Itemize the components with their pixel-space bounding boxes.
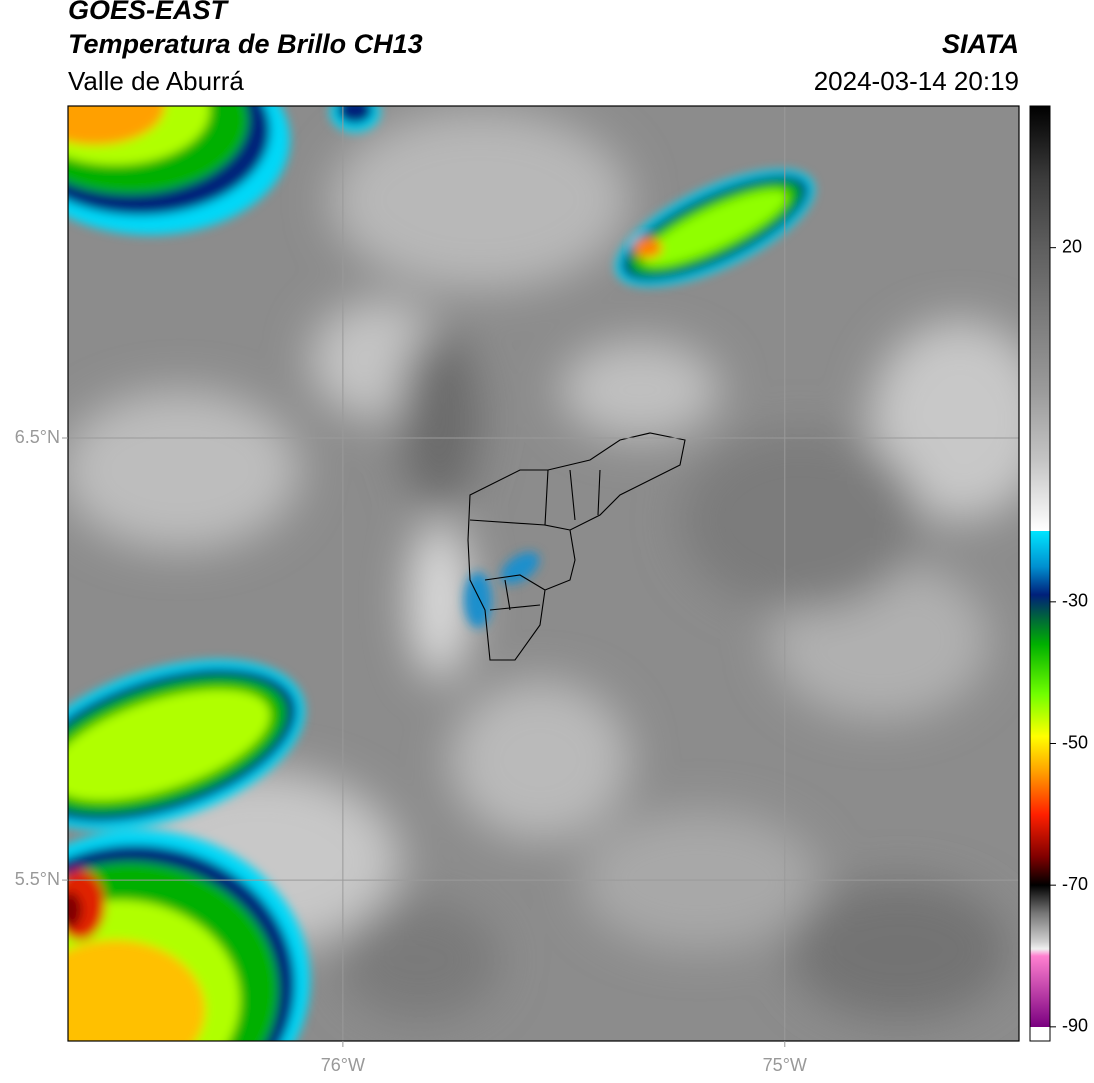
storm: [68, 659, 305, 831]
cloud: [68, 390, 300, 550]
x-tick-label: 76°W: [321, 1055, 365, 1075]
storm: [464, 572, 492, 628]
satellite-image: [68, 106, 1019, 1041]
border: [469, 469, 601, 611]
cloud: [400, 330, 480, 510]
region: Valle de Aburrá: [68, 66, 244, 96]
municipality-borders: [467, 432, 686, 661]
storms: [68, 106, 815, 1041]
colorbar: [1029, 105, 1051, 1042]
colorbar-tick-label: 20: [1062, 236, 1082, 256]
cloud: [340, 900, 500, 1020]
y-tick-label: 6.5°N: [15, 427, 60, 447]
cloud: [560, 340, 720, 440]
grid: [68, 106, 1019, 1041]
source: SIATA: [942, 29, 1019, 59]
colorbar-tick-label: -90: [1062, 1016, 1088, 1036]
x-tick-label: 75°W: [763, 1055, 807, 1075]
cloud: [410, 520, 470, 680]
cloud-texture: [68, 110, 1019, 1020]
storm: [68, 106, 380, 235]
border: [467, 432, 686, 661]
storm-core: [634, 238, 662, 258]
colorbar-tick-label: -50: [1062, 732, 1088, 752]
y-tick-label: 5.5°N: [15, 869, 60, 889]
map-frame: [67, 105, 1020, 1042]
title: GOES-EAST: [68, 0, 230, 25]
timestamp: 2024-03-14 20:19: [814, 66, 1019, 96]
cloud: [790, 880, 1010, 1020]
storm: [68, 830, 310, 1041]
cloud: [450, 680, 630, 840]
storm: [615, 169, 815, 287]
colorbar-tick-label: -30: [1062, 591, 1088, 611]
cloud: [870, 320, 1019, 520]
cloud: [330, 110, 630, 290]
colorbar-tick-label: -70: [1062, 874, 1088, 894]
subtitle: Temperatura de Brillo CH13: [68, 29, 423, 59]
cloud: [680, 430, 920, 610]
